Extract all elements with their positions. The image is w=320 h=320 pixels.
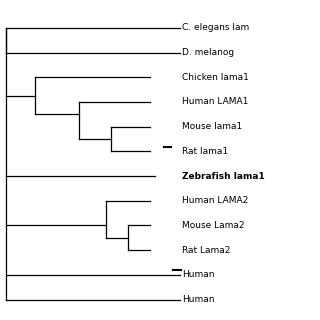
Text: Mouse lama1: Mouse lama1 <box>182 122 242 131</box>
Text: Mouse Lama2: Mouse Lama2 <box>182 221 244 230</box>
Text: C. elegans lam: C. elegans lam <box>182 23 249 32</box>
Text: Zebrafish lama1: Zebrafish lama1 <box>182 172 265 180</box>
Text: Human LAMA1: Human LAMA1 <box>182 98 248 107</box>
Text: Human: Human <box>182 295 214 304</box>
Text: Rat Lama2: Rat Lama2 <box>182 246 230 255</box>
Text: Human: Human <box>182 270 214 279</box>
Text: Human LAMA2: Human LAMA2 <box>182 196 248 205</box>
Text: D. melanog: D. melanog <box>182 48 234 57</box>
Text: Rat lama1: Rat lama1 <box>182 147 228 156</box>
Text: Chicken lama1: Chicken lama1 <box>182 73 249 82</box>
